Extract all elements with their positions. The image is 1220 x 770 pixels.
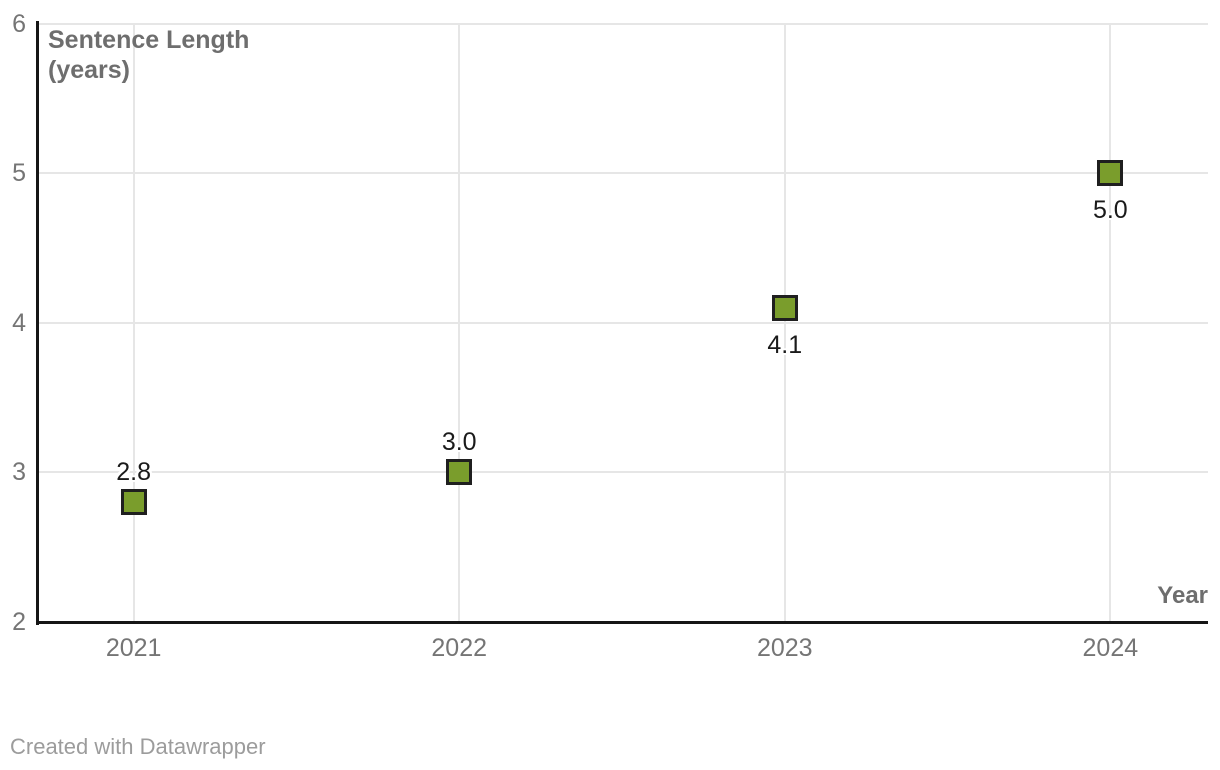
y-tick-label: 3 [12,458,26,487]
data-point-label: 2.8 [116,458,152,487]
data-point-label: 5.0 [1092,196,1128,225]
y-gridline [36,172,1208,175]
y-tick-label: 5 [12,159,26,188]
x-tick-label: 2021 [105,634,162,662]
x-tick-label: 2022 [431,634,488,662]
x-tick-label: 2024 [1082,634,1139,662]
data-point-label: 3.0 [441,428,477,457]
x-gridline [783,23,786,622]
data-point[interactable] [446,459,473,486]
y-gridline [36,22,1208,25]
y-axis-line [36,20,39,625]
x-axis-line [36,621,1208,624]
y-gridline [36,321,1208,324]
data-point[interactable] [771,294,798,321]
x-gridline [458,23,461,622]
data-point-label: 4.1 [767,330,803,359]
y-tick-label: 4 [12,308,26,337]
x-tick-label: 2023 [756,634,813,662]
y-gridline [36,471,1208,474]
x-axis-title: Year [1157,582,1208,609]
datawrapper-credit-link[interactable]: Created with Datawrapper [10,734,266,759]
data-point[interactable] [120,489,147,516]
y-tick-label: 6 [12,9,26,38]
y-axis-title-line2: (years) [48,56,130,84]
y-axis-title: Sentence Length (years) [48,25,249,85]
y-axis-title-line1: Sentence Length [48,26,250,54]
data-point[interactable] [1097,160,1124,187]
y-tick-label: 2 [12,608,26,636]
x-gridline [1109,23,1112,622]
x-gridline [132,23,135,622]
